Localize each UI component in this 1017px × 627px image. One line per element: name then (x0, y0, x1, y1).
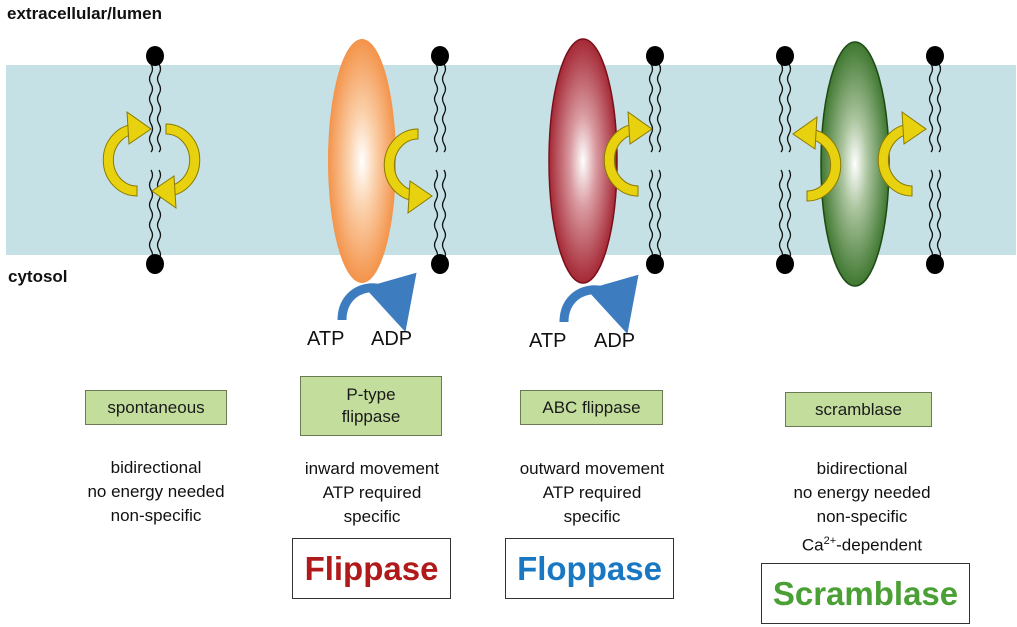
scramblase-description: bidirectional no energy needed non-speci… (762, 457, 962, 558)
floppase-name-box: Floppase (505, 538, 674, 599)
calcium-symbol: Ca (801, 535, 824, 555)
cytosol-label: cytosol (8, 267, 68, 286)
description-line: non-specific (816, 507, 908, 526)
lipid-tail (656, 169, 662, 259)
description-line: ATP required (322, 483, 422, 502)
scramblase-arrow-left (792, 115, 842, 202)
atp-label-flippase: ATP (307, 328, 345, 350)
lipid-tail (648, 63, 654, 153)
lipid-tail (786, 63, 792, 153)
lipid-tail (656, 63, 662, 153)
scramblase-box: scramblase (785, 392, 932, 427)
lipid-head (776, 254, 794, 274)
lipid-tail (936, 169, 942, 259)
floppase-name: Floppase (517, 549, 662, 587)
lipid-head (926, 254, 944, 274)
lipid-tail (441, 63, 447, 153)
flippase-name: Flippase (304, 549, 439, 587)
atp-hydrolysis-arrow-floppase (559, 274, 639, 334)
lipid-tail (148, 63, 154, 153)
lipid-head (431, 254, 449, 274)
calcium-charge: 2+ (823, 535, 837, 547)
lipid-head (776, 46, 794, 66)
atp-label-floppase: ATP (529, 330, 567, 352)
dependent-text: -dependent (836, 535, 923, 555)
spontaneous-description: bidirectional no energy needed non-speci… (56, 456, 256, 528)
abc-flippase-box: ABC flippase (520, 390, 663, 425)
lipid-tail (441, 169, 447, 259)
scramblase-name-box: Scramblase (761, 563, 970, 624)
lipid-tail (433, 169, 439, 259)
lipid-head (646, 254, 664, 274)
spontaneous-arrow-left (102, 110, 152, 197)
lipid-tail (928, 63, 934, 153)
lipid-head (146, 254, 164, 274)
description-line: outward movement (519, 459, 665, 478)
extracellular-label: extracellular/lumen (7, 4, 162, 23)
p-type-flippase-protein (328, 39, 396, 283)
lipid-tail (156, 63, 162, 153)
abc-flippase-protein (548, 38, 618, 284)
scramblase-name: Scramblase (772, 574, 959, 612)
description-line: specific (563, 507, 621, 526)
spontaneous-box: spontaneous (85, 390, 227, 425)
flippase-description: inward movement ATP required specific (272, 457, 472, 529)
scramblase-arrow-right (877, 110, 927, 197)
flippase-inward-arrow (383, 128, 433, 215)
lipid-group (146, 46, 944, 274)
floppase-description: outward movement ATP required specific (492, 457, 692, 529)
description-line: bidirectional (816, 459, 908, 478)
flippase-name-box: Flippase (292, 538, 451, 599)
adp-label-flippase: ADP (371, 328, 413, 350)
description-line: bidirectional (110, 458, 202, 477)
floppase-outward-arrow (603, 110, 653, 197)
atp-hydrolysis-arrow-flippase (337, 272, 417, 332)
description-line: ATP required (542, 483, 642, 502)
lipid-tail (156, 169, 162, 259)
lipid-head (431, 46, 449, 66)
lipid-head (646, 46, 664, 66)
calcium-dependent-line: Ca2+-dependent (762, 529, 962, 558)
adp-label-floppase: ADP (594, 330, 636, 352)
lipid-tail (148, 169, 154, 259)
description-line: inward movement (304, 459, 440, 478)
lipid-head (146, 46, 164, 66)
p-type-flippase-box: P-type flippase (300, 376, 442, 436)
lipid-tail (778, 169, 784, 259)
lipid-head (926, 46, 944, 66)
description-line: no energy needed (793, 483, 931, 502)
lipid-tail (786, 169, 792, 259)
lipid-tail (433, 63, 439, 153)
description-line: non-specific (110, 506, 202, 525)
lipid-tail (928, 169, 934, 259)
lipid-tail (778, 63, 784, 153)
lipid-tail (936, 63, 942, 153)
description-line: specific (343, 507, 401, 526)
spontaneous-arrow-right (151, 123, 201, 210)
lipid-tail (648, 169, 654, 259)
description-line: no energy needed (87, 482, 225, 501)
